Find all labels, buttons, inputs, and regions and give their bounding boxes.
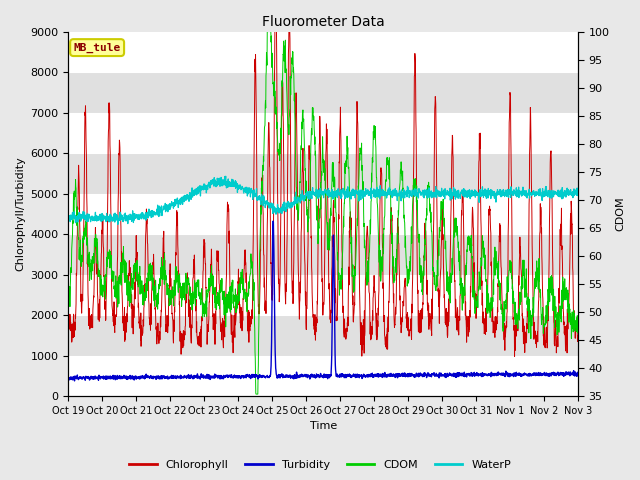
X-axis label: Time: Time [310,421,337,432]
Bar [68,356,578,396]
Legend: Chlorophyll, Turbidity, CDOM, WaterP: Chlorophyll, Turbidity, CDOM, WaterP [125,456,515,474]
Y-axis label: CDOM: CDOM [615,196,625,231]
Bar [68,315,578,356]
Bar [68,72,578,113]
Text: MB_tule: MB_tule [74,43,121,53]
Bar [68,234,578,275]
Y-axis label: Chlorophyll/Turbidity: Chlorophyll/Turbidity [15,156,25,271]
Bar [68,32,578,72]
Bar [68,113,578,153]
Bar [68,275,578,315]
Bar [68,193,578,234]
Title: Fluorometer Data: Fluorometer Data [262,15,385,29]
Bar [68,153,578,193]
